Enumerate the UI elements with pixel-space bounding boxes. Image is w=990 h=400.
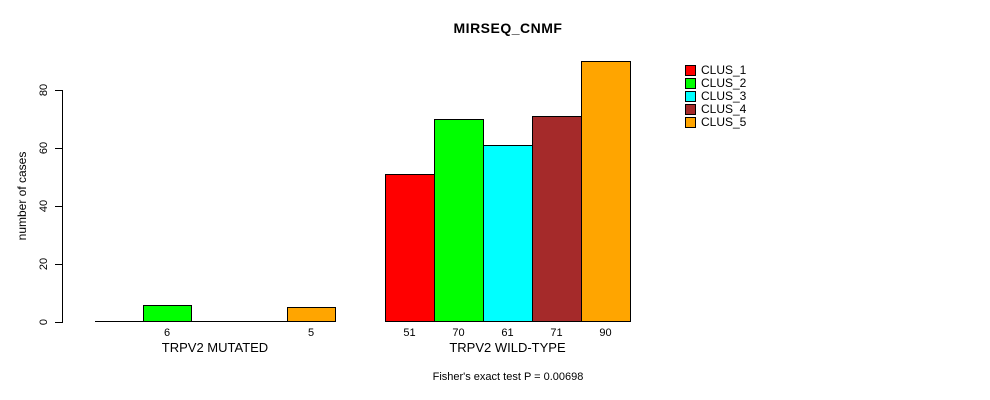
y-axis-tick-label: 40 (38, 199, 50, 213)
bar-value-label: 71 (550, 327, 563, 339)
bar-value-label: 5 (307, 327, 315, 339)
bar-value-label: 6 (163, 327, 171, 339)
legend-entry-clus_2: CLUS_2 (685, 77, 746, 90)
bar-value-label: 90 (599, 327, 612, 339)
category-label-1: TRPV2 MUTATED (161, 340, 269, 355)
y-axis-tick-label: 60 (38, 141, 50, 155)
legend-label: CLUS_1 (701, 63, 747, 77)
y-axis-tick (55, 148, 62, 149)
y-axis-tick (55, 322, 62, 323)
bar-value-label: 51 (403, 327, 416, 339)
legend-swatch-clus_3 (685, 91, 696, 102)
bar-value-label: 70 (452, 327, 465, 339)
legend-swatch-clus_4 (685, 104, 696, 115)
legend-label: CLUS_5 (701, 115, 747, 129)
bar-clus_5-group2 (581, 61, 631, 322)
y-axis-tick (55, 206, 62, 207)
legend-swatch-clus_1 (685, 65, 696, 76)
bar-clus_4-group2 (532, 116, 582, 322)
bar-clus_1-group2 (385, 174, 435, 322)
subtitle-pvalue: Fisher's exact test P = 0.00698 (432, 371, 584, 383)
y-axis-tick (55, 264, 62, 265)
legend-entry-clus_3: CLUS_3 (685, 90, 746, 103)
y-axis-tick-label: 20 (38, 257, 50, 271)
bar-value-label: 61 (501, 327, 514, 339)
y-axis-tick-label: 80 (38, 83, 50, 97)
y-axis-line (62, 90, 63, 323)
legend-swatch-clus_2 (685, 78, 696, 89)
bar-baseline (191, 321, 240, 322)
legend-entry-clus_4: CLUS_4 (685, 103, 746, 116)
bar-clus_2-group2 (434, 119, 484, 322)
legend-swatch-clus_5 (685, 117, 696, 128)
chart-title: MIRSEQ_CNMF (453, 20, 563, 36)
category-label-2: TRPV2 WILD-TYPE (449, 340, 566, 355)
legend-label: CLUS_4 (701, 102, 747, 116)
y-axis-tick-label: 0 (38, 318, 50, 326)
legend-entry-clus_5: CLUS_5 (685, 116, 746, 129)
bar-clus_3-group2 (483, 145, 533, 322)
bar-baseline (239, 321, 288, 322)
bar-baseline (95, 321, 144, 322)
legend-label: CLUS_2 (701, 76, 747, 90)
legend-label: CLUS_3 (701, 89, 747, 103)
bar-clus_2-group1 (143, 305, 192, 322)
y-axis-tick (55, 90, 62, 91)
legend: CLUS_1 CLUS_2 CLUS_3 CLUS_4 CLUS_5 (685, 64, 746, 129)
legend-entry-clus_1: CLUS_1 (685, 64, 746, 77)
bar-clus_5-group1 (287, 307, 336, 322)
